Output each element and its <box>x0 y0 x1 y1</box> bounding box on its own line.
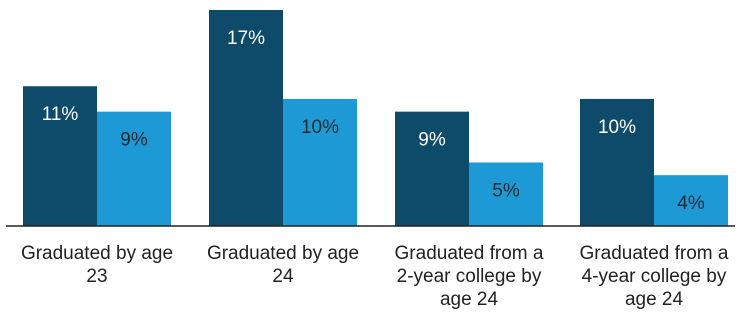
data-label-series-1-cat-3: 9% <box>418 130 446 151</box>
category-label-2-line-2: 24 <box>272 266 294 287</box>
category-label-2: Graduated by age 24 <box>207 243 359 287</box>
data-label-series-2-cat-3: 5% <box>492 180 520 201</box>
category-label-3-line-2: 2-year college by <box>397 266 542 287</box>
data-label-series-2-cat-4: 4% <box>677 193 705 214</box>
bar-series-1-cat-4 <box>580 98 654 226</box>
category-label-3-line-3: age 24 <box>440 289 499 310</box>
category-label-4-line-3: age 24 <box>625 289 684 310</box>
bar-series-1-cat-3 <box>395 111 469 226</box>
data-label-series-1-cat-2: 17% <box>227 28 265 49</box>
bar-series-2-cat-4 <box>654 175 728 226</box>
category-label-1-line-1: Graduated by age <box>21 243 173 264</box>
category-label-3-line-1: Graduated from a <box>395 243 544 264</box>
category-label-1-line-2: 23 <box>86 266 107 287</box>
category-label-4-line-1: Graduated from a <box>580 243 729 264</box>
bar-series-2-cat-2 <box>283 98 357 226</box>
bar-series-2-cat-1 <box>97 111 171 226</box>
data-label-series-1-cat-4: 10% <box>598 117 636 138</box>
category-label-3: Graduated from a 2-year college by age 24 <box>395 243 544 310</box>
category-label-1: Graduated by age 23 <box>21 243 173 287</box>
data-label-series-2-cat-2: 10% <box>301 117 339 138</box>
category-label-4: Graduated from a 4-year college by age 24 <box>580 243 729 310</box>
category-label-2-line-1: Graduated by age <box>207 243 359 264</box>
data-label-series-1-cat-1: 11% <box>42 104 79 125</box>
category-label-4-line-2: 4-year college by <box>582 266 727 287</box>
bar-series-2-cat-3 <box>469 162 543 226</box>
bar-series-1-cat-2 <box>209 10 283 226</box>
bar-series-1-cat-1 <box>23 86 97 226</box>
data-label-series-2-cat-1: 9% <box>120 130 148 151</box>
